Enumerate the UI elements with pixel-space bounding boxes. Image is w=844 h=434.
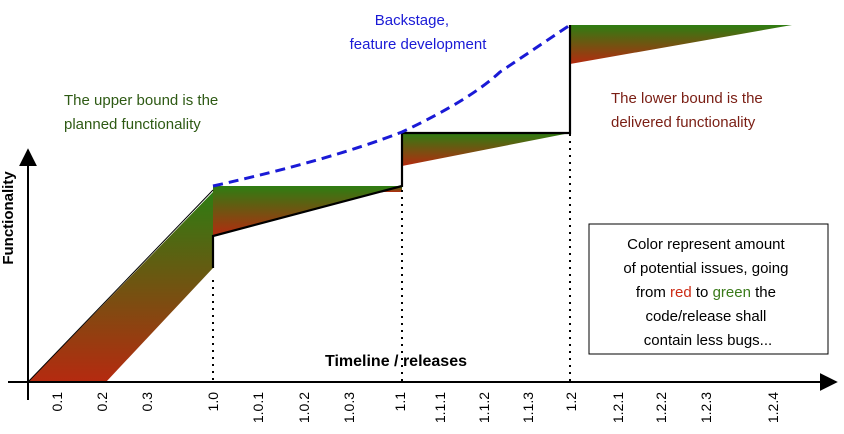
legend-line-2: of potential issues, going bbox=[623, 260, 788, 277]
x-tick-label: 1.1.1 bbox=[432, 392, 448, 423]
x-tick-label: 1.2.1 bbox=[610, 392, 626, 423]
x-tick-label: 0.2 bbox=[94, 392, 110, 412]
x-tick-label: 1.2.4 bbox=[765, 392, 781, 423]
x-tick-label: 1.0.2 bbox=[296, 392, 312, 423]
legend-red-word: red bbox=[670, 284, 692, 301]
y-axis-title: Functionality bbox=[0, 171, 17, 265]
x-tick-label: 1.2.2 bbox=[653, 392, 669, 423]
band-1-2 bbox=[570, 25, 792, 64]
x-tick-label: 1.2.3 bbox=[698, 392, 714, 423]
backstage-label: Backstage, feature development bbox=[350, 12, 488, 53]
backstage-label-line2: feature development bbox=[350, 36, 488, 53]
x-tick-label: 1.2 bbox=[563, 392, 579, 412]
upper-bound-label-line1: The upper bound is the bbox=[64, 92, 218, 109]
delivered-functionality-line bbox=[211, 25, 572, 268]
x-axis-title: Timeline / releases bbox=[325, 353, 467, 370]
x-tick-label: 1.1.2 bbox=[476, 392, 492, 423]
band-1-1 bbox=[402, 133, 570, 166]
x-tick-label: 0.3 bbox=[139, 392, 155, 412]
legend-to-text: to bbox=[696, 284, 713, 301]
legend-line-4: code/release shall bbox=[645, 308, 766, 325]
legend-line-3: from red to green the bbox=[636, 284, 780, 301]
color-legend-text: Color represent amount of potential issu… bbox=[623, 236, 792, 349]
lower-bound-label: The lower bound is the delivered functio… bbox=[611, 90, 767, 131]
upper-bound-label: The upper bound is the planned functiona… bbox=[64, 92, 222, 133]
x-tick-label: 1.0.1 bbox=[250, 392, 266, 423]
lower-bound-label-line2: delivered functionality bbox=[611, 114, 756, 131]
ramp-upper-edge bbox=[27, 189, 214, 383]
legend-line-1: Color represent amount bbox=[627, 236, 785, 253]
x-tick-label: 1.0.3 bbox=[341, 392, 357, 423]
legend-green-word: green bbox=[713, 284, 751, 301]
legend-line-5: contain less bugs... bbox=[644, 332, 772, 349]
x-tick-label: 1.1.3 bbox=[520, 392, 536, 423]
x-tick-labels: 0.1 0.2 0.3 1.0 1.0.1 1.0.2 1.0.3 1.1 1.1.1 1.1.2… bbox=[49, 392, 781, 423]
upper-bound-label-line2: planned functionality bbox=[64, 116, 201, 133]
legend-the-text: the bbox=[755, 284, 776, 301]
backstage-label-line1: Backstage, bbox=[375, 12, 449, 29]
lower-bound-label-line1: The lower bound is the bbox=[611, 90, 763, 107]
x-tick-label: 1.1 bbox=[392, 392, 408, 412]
x-tick-label: 0.1 bbox=[49, 392, 65, 412]
x-tick-label: 1.0 bbox=[205, 392, 221, 412]
legend-from-text: from bbox=[636, 284, 670, 301]
color-legend-box bbox=[588, 223, 829, 355]
